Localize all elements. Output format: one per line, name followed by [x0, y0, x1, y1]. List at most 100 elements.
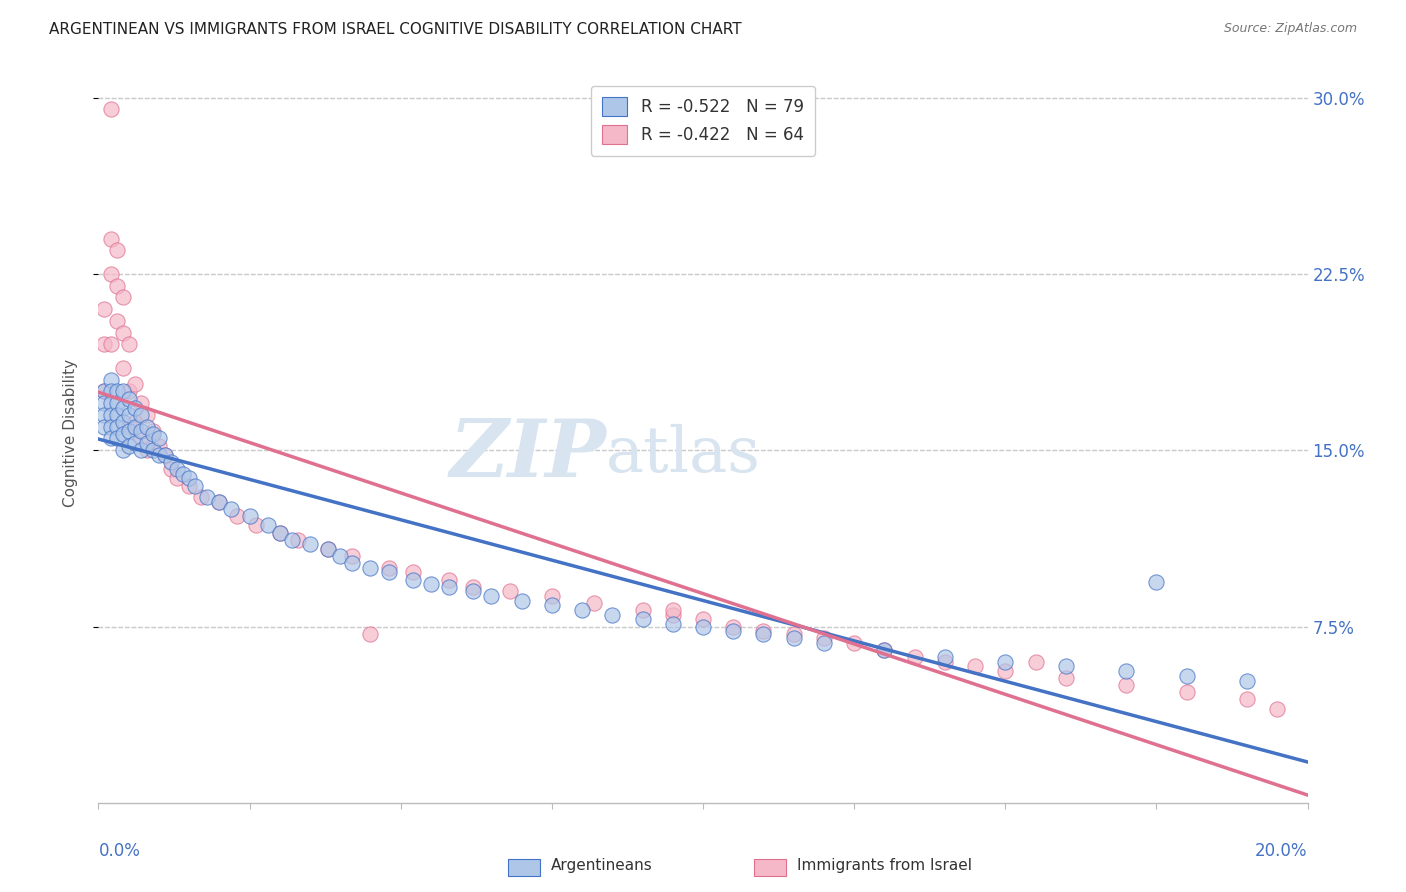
Point: [631, 612, 654, 626]
Point: [1024, 655, 1046, 669]
Point: [1236, 692, 1258, 706]
Point: [118, 384, 141, 399]
Point: [179, 478, 201, 492]
Point: [148, 438, 170, 452]
Point: [111, 326, 134, 340]
Point: [783, 626, 806, 640]
Point: [316, 541, 339, 556]
Point: [124, 419, 146, 434]
Point: [377, 561, 399, 575]
Point: [661, 617, 683, 632]
Point: [661, 607, 683, 622]
Point: [269, 525, 291, 540]
Text: ZIP: ZIP: [450, 416, 606, 493]
Point: [100, 432, 122, 446]
Point: [360, 626, 382, 640]
Text: Argentineans: Argentineans: [551, 858, 652, 872]
Point: [1175, 669, 1198, 683]
Point: [135, 408, 157, 422]
Text: atlas: atlas: [606, 425, 761, 485]
Point: [118, 425, 141, 439]
Point: [135, 443, 157, 458]
Point: [994, 664, 1017, 678]
Point: [463, 584, 485, 599]
Point: [105, 314, 128, 328]
Point: [583, 596, 606, 610]
Point: [105, 396, 128, 410]
Point: [208, 495, 231, 509]
Point: [226, 509, 249, 524]
Point: [124, 401, 146, 415]
Point: [111, 361, 134, 376]
Point: [118, 438, 141, 452]
Point: [129, 408, 152, 422]
Point: [142, 443, 165, 458]
Point: [105, 244, 128, 258]
Point: [124, 377, 146, 392]
Point: [1144, 574, 1167, 589]
Bar: [508, 858, 540, 876]
Point: [934, 650, 956, 665]
Point: [166, 471, 188, 485]
Point: [1175, 685, 1198, 699]
Point: [481, 589, 503, 603]
Point: [239, 509, 262, 524]
Point: [540, 589, 562, 603]
Point: [93, 419, 115, 434]
Point: [342, 556, 364, 570]
Point: [965, 659, 987, 673]
Point: [631, 603, 654, 617]
Point: [873, 643, 896, 657]
Point: [437, 580, 460, 594]
Point: [160, 462, 183, 476]
Point: [93, 384, 115, 399]
Point: [166, 462, 188, 476]
Point: [316, 541, 339, 556]
Point: [118, 408, 141, 422]
Point: [93, 384, 115, 399]
Point: [510, 593, 533, 607]
Point: [142, 425, 165, 439]
Point: [1054, 659, 1077, 673]
Text: Source: ZipAtlas.com: Source: ZipAtlas.com: [1223, 22, 1357, 36]
Point: [208, 495, 231, 509]
Point: [844, 636, 866, 650]
Point: [100, 337, 122, 351]
Point: [111, 290, 134, 304]
Point: [221, 502, 243, 516]
Point: [723, 624, 745, 639]
Point: [269, 525, 291, 540]
Point: [100, 396, 122, 410]
Point: [100, 267, 122, 281]
Point: [142, 426, 165, 441]
Point: [752, 626, 775, 640]
Y-axis label: Cognitive Disability: Cognitive Disability: [63, 359, 77, 507]
Point: [160, 455, 183, 469]
Point: [105, 419, 128, 434]
Point: [100, 419, 122, 434]
Text: 0.0%: 0.0%: [98, 842, 141, 860]
Point: [190, 490, 212, 504]
Point: [111, 426, 134, 441]
Point: [287, 533, 309, 547]
Point: [172, 467, 194, 481]
Point: [111, 415, 134, 429]
Point: [129, 425, 152, 439]
Point: [93, 302, 115, 317]
Point: [124, 415, 146, 429]
Point: [100, 408, 122, 422]
Point: [994, 655, 1017, 669]
Point: [661, 603, 683, 617]
Point: [602, 607, 624, 622]
Point: [124, 436, 146, 450]
Point: [153, 448, 176, 462]
Point: [93, 396, 115, 410]
Point: [129, 432, 152, 446]
Point: [402, 566, 425, 580]
Bar: [754, 858, 786, 876]
Point: [100, 384, 122, 399]
Point: [813, 632, 835, 646]
Point: [148, 432, 170, 446]
Point: [498, 584, 520, 599]
Point: [100, 232, 122, 246]
